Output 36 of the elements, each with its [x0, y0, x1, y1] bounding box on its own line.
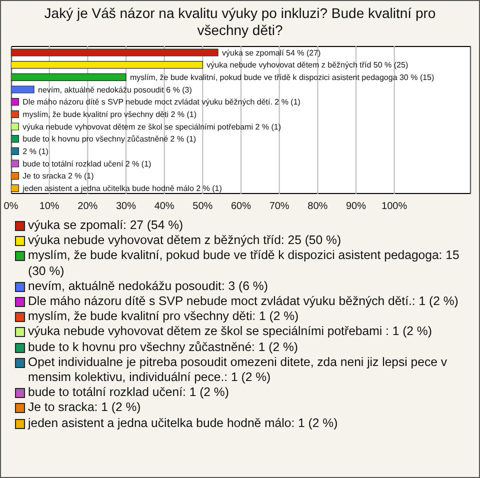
data-label: 2 % (1): [22, 146, 49, 156]
data-label: jeden asistent a jedna učitelka bude hodně málo 2 % (1): [22, 184, 222, 193]
legend-label: nevím, aktuálně nedokážu posoudit: 3 (6 %): [28, 278, 268, 294]
x-tick-label: 80%: [308, 201, 328, 212]
x-tick-label: 70%: [269, 201, 290, 212]
data-label: výuka nebude vyhovovat dětem ze škol se speciálními potřebami 2 % (1): [22, 122, 282, 132]
x-tick-label: 90%: [346, 201, 366, 212]
legend-label: myslím, že bude kvalitní pro všechny děti: 1 (2 %): [28, 309, 299, 324]
x-tick-label: 100%: [382, 201, 408, 212]
legend-label: myslím, že bude kvalitní, pokud bude ve třídě k dispozici asistent pedagoga: 15 (30 %): [28, 248, 460, 279]
data-label: nevím, aktuálně nedokážu posoudit 6 % (3): [38, 85, 192, 94]
data-label: výuka se zpomalí 54 % (27): [222, 48, 322, 58]
legend-label: výuka nebude vyhovovat dětem z běžných tříd: 25 (50 %): [28, 233, 342, 248]
data-label: bude to k hovnu pro všechny zůčastněné 2 % (1): [22, 134, 196, 144]
legend-label: výuka se zpomalí: 27 (54 %): [28, 218, 184, 234]
x-tick-label: 60%: [230, 201, 252, 212]
data-label: Je to sracka 2 % (1): [22, 172, 94, 181]
legend-label: Je to sracka: 1 (2 %): [28, 400, 141, 416]
data-label: myslím, že bude kvalitní, pokud bude ve třídě k dispozici asistent pedagoga 30 % (15): [130, 72, 435, 82]
x-tick-label: 40%: [154, 201, 174, 212]
x-tick-label: 20%: [78, 201, 98, 212]
legend-label: výuka nebude vyhovovat dětem ze škol se speciálními potřebami : 1 (2 %): [28, 324, 432, 340]
data-label: bude to totální rozklad učení 2 % (1): [22, 159, 152, 168]
legend-label: bude to totální rozklad učení: 1 (2 %): [28, 385, 229, 400]
data-label: myslím, že bude kvalitní pro všechny děti 2 % (1): [22, 110, 197, 119]
x-tick-label: 30%: [116, 201, 136, 212]
legend-label: bude to k hovnu pro všechny zůčastněné: 1 (2 %): [28, 340, 298, 355]
x-tick-label: 0%: [4, 201, 18, 212]
legend-label: Dle máho názoru dítě s SVP nebude moct zvládat výuku běžných dětí.: 1 (2 %): [28, 294, 458, 310]
legend-label: Opet individualne je pitreba posoudit omezeni ditete, zda neni jiz lepsi pece v mensim kolektivu, individuální pece.: 1 (2 %): [28, 354, 448, 386]
x-tick-label: 10%: [39, 201, 60, 212]
data-label: Dle máho názoru dítě s SVP nebude moct zvládat výuku běžných dětí. 2 % (1): [22, 98, 301, 107]
chart-title: Jaký je Váš názor na kvalitu výuky po inkluzi? Bude kvalitní pro všechny děti?: [43, 4, 437, 40]
legend-label: jeden asistent a jedna učitelka bude hodně málo: 1 (2 %): [28, 416, 338, 431]
data-label: výuka nebude vyhovovat dětem z běžných tříd 50 % (25): [206, 60, 408, 70]
x-tick-label: 50%: [192, 201, 213, 212]
